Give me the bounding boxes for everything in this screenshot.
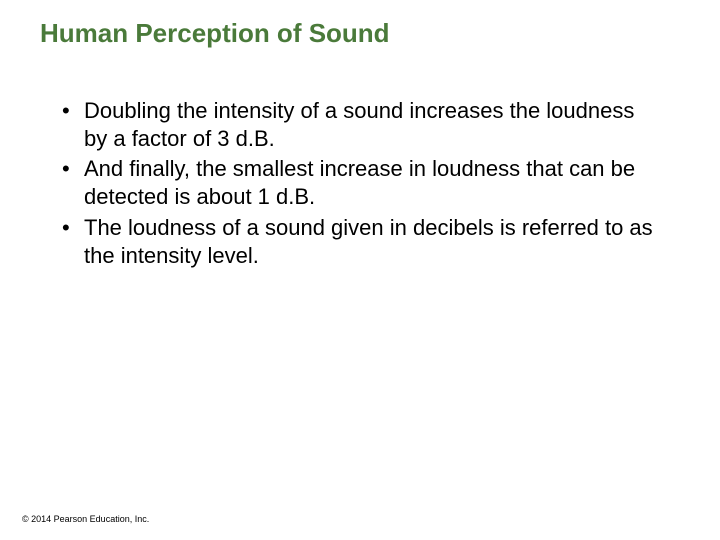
slide-title: Human Perception of Sound bbox=[40, 18, 692, 49]
bullet-list: Doubling the intensity of a sound increa… bbox=[28, 97, 692, 270]
list-item: The loudness of a sound given in decibel… bbox=[58, 214, 662, 270]
list-item: Doubling the intensity of a sound increa… bbox=[58, 97, 662, 153]
copyright-footer: © 2014 Pearson Education, Inc. bbox=[22, 514, 149, 524]
list-item: And finally, the smallest increase in lo… bbox=[58, 155, 662, 211]
slide-container: Human Perception of Sound Doubling the i… bbox=[0, 0, 720, 540]
